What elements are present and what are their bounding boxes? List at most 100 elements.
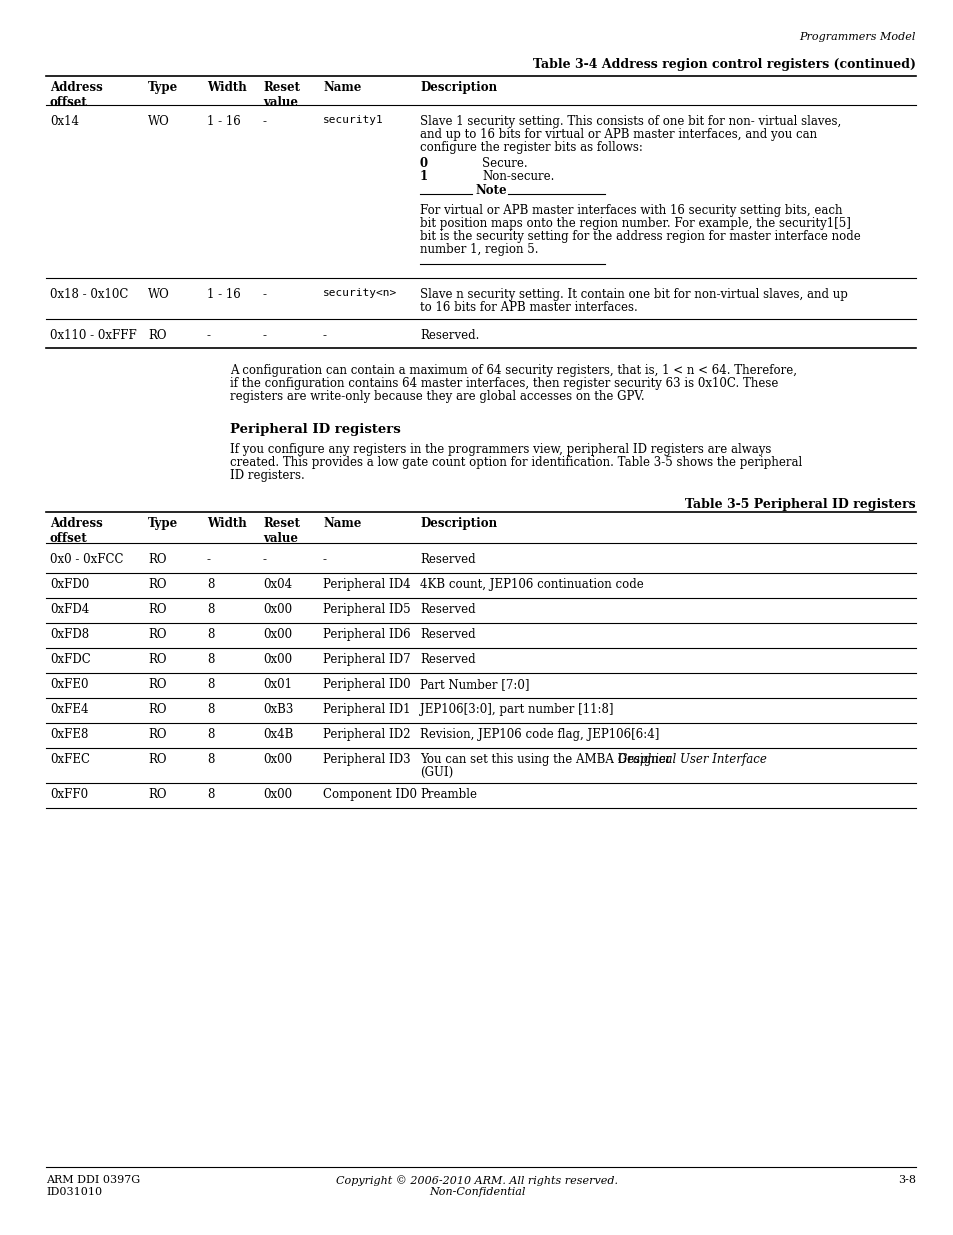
Text: 8: 8 [207, 603, 214, 616]
Text: Revision, JEP106 code flag, JEP106[6:4]: Revision, JEP106 code flag, JEP106[6:4] [419, 727, 659, 741]
Text: 0xFE8: 0xFE8 [50, 727, 89, 741]
Text: 8: 8 [207, 629, 214, 641]
Text: RO: RO [148, 629, 167, 641]
Text: -: - [263, 288, 267, 301]
Text: 8: 8 [207, 678, 214, 692]
Text: RO: RO [148, 603, 167, 616]
Text: Table 3-5 Peripheral ID registers: Table 3-5 Peripheral ID registers [684, 498, 915, 511]
Text: 0x00: 0x00 [263, 603, 292, 616]
Text: security1: security1 [323, 115, 383, 125]
Text: Reserved: Reserved [419, 629, 476, 641]
Text: Peripheral ID2: Peripheral ID2 [323, 727, 410, 741]
Text: 0x00: 0x00 [263, 653, 292, 666]
Text: number 1, region 5.: number 1, region 5. [419, 243, 537, 256]
Text: Reserved: Reserved [419, 653, 476, 666]
Text: RO: RO [148, 329, 167, 342]
Text: Reserved: Reserved [419, 603, 476, 616]
Text: 0xFD0: 0xFD0 [50, 578, 90, 592]
Text: ID registers.: ID registers. [230, 469, 304, 482]
Text: 0x110 - 0xFFF: 0x110 - 0xFFF [50, 329, 136, 342]
Text: 0xFD4: 0xFD4 [50, 603, 90, 616]
Text: Address
offset: Address offset [50, 82, 103, 109]
Text: RO: RO [148, 553, 167, 566]
Text: Table 3-4 Address region control registers (continued): Table 3-4 Address region control registe… [533, 58, 915, 70]
Text: to 16 bits for APB master interfaces.: to 16 bits for APB master interfaces. [419, 301, 638, 314]
Text: Reserved.: Reserved. [419, 329, 478, 342]
Text: 0xB3: 0xB3 [263, 703, 294, 716]
Text: 0x04: 0x04 [263, 578, 292, 592]
Text: -: - [263, 115, 267, 128]
Text: 8: 8 [207, 753, 214, 766]
Text: 3-8: 3-8 [897, 1174, 915, 1186]
Text: 0xFE4: 0xFE4 [50, 703, 89, 716]
Text: (GUI): (GUI) [419, 766, 453, 779]
Text: Address
offset: Address offset [50, 517, 103, 545]
Text: 0xFE0: 0xFE0 [50, 678, 89, 692]
Text: 0x4B: 0x4B [263, 727, 294, 741]
Text: RO: RO [148, 578, 167, 592]
Text: 0xFEC: 0xFEC [50, 753, 90, 766]
Text: RO: RO [148, 678, 167, 692]
Text: Secure.: Secure. [481, 157, 527, 170]
Text: Part Number [7:0]: Part Number [7:0] [419, 678, 529, 692]
Text: Peripheral ID6: Peripheral ID6 [323, 629, 410, 641]
Text: Type: Type [148, 82, 178, 94]
Text: If you configure any registers in the programmers view, peripheral ID registers : If you configure any registers in the pr… [230, 443, 771, 456]
Text: ID031010: ID031010 [46, 1187, 102, 1197]
Text: registers are write-only because they are global accesses on the GPV.: registers are write-only because they ar… [230, 390, 644, 403]
Text: JEP106[3:0], part number [11:8]: JEP106[3:0], part number [11:8] [419, 703, 613, 716]
Text: -: - [263, 329, 267, 342]
Text: -: - [207, 553, 211, 566]
Text: Graphical User Interface: Graphical User Interface [617, 753, 765, 766]
Text: 1 - 16: 1 - 16 [207, 115, 240, 128]
Text: Reset
value: Reset value [263, 82, 299, 109]
Text: Slave n security setting. It contain one bit for non-virtual slaves, and up: Slave n security setting. It contain one… [419, 288, 847, 301]
Text: Non-secure.: Non-secure. [481, 170, 554, 183]
Text: Reset
value: Reset value [263, 517, 299, 545]
Text: Preamble: Preamble [419, 788, 476, 802]
Text: 8: 8 [207, 578, 214, 592]
Text: Copyright © 2006-2010 ARM. All rights reserved.: Copyright © 2006-2010 ARM. All rights re… [335, 1174, 618, 1186]
Text: 0x00: 0x00 [263, 753, 292, 766]
Text: Reserved: Reserved [419, 553, 476, 566]
Text: Peripheral ID1: Peripheral ID1 [323, 703, 410, 716]
Text: RO: RO [148, 753, 167, 766]
Text: Width: Width [207, 82, 247, 94]
Text: For virtual or APB master interfaces with 16 security setting bits, each: For virtual or APB master interfaces wit… [419, 204, 841, 217]
Text: 0x00: 0x00 [263, 629, 292, 641]
Text: 0x18 - 0x10C: 0x18 - 0x10C [50, 288, 129, 301]
Text: 0: 0 [419, 157, 428, 170]
Text: 0xFDC: 0xFDC [50, 653, 91, 666]
Text: ARM DDI 0397G: ARM DDI 0397G [46, 1174, 140, 1186]
Text: created. This provides a low gate count option for identification. Table 3-5 sho: created. This provides a low gate count … [230, 456, 801, 469]
Text: and up to 16 bits for virtual or APB master interfaces, and you can: and up to 16 bits for virtual or APB mas… [419, 128, 817, 141]
Text: 1 - 16: 1 - 16 [207, 288, 240, 301]
Text: Name: Name [323, 82, 361, 94]
Text: -: - [323, 553, 327, 566]
Text: WO: WO [148, 115, 170, 128]
Text: Note: Note [475, 184, 506, 196]
Text: bit position maps onto the region number. For example, the security1[5]: bit position maps onto the region number… [419, 217, 850, 230]
Text: Slave 1 security setting. This consists of one bit for non- virtual slaves,: Slave 1 security setting. This consists … [419, 115, 841, 128]
Text: configure the register bits as follows:: configure the register bits as follows: [419, 141, 642, 154]
Text: You can set this using the AMBA Designer: You can set this using the AMBA Designer [419, 753, 675, 766]
Text: 8: 8 [207, 788, 214, 802]
Text: 0x0 - 0xFCC: 0x0 - 0xFCC [50, 553, 123, 566]
Text: -: - [263, 553, 267, 566]
Text: Programmers Model: Programmers Model [799, 32, 915, 42]
Text: Peripheral ID registers: Peripheral ID registers [230, 424, 400, 436]
Text: Description: Description [419, 517, 497, 530]
Text: 8: 8 [207, 653, 214, 666]
Text: Peripheral ID4: Peripheral ID4 [323, 578, 410, 592]
Text: 8: 8 [207, 727, 214, 741]
Text: RO: RO [148, 703, 167, 716]
Text: 1: 1 [419, 170, 428, 183]
Text: 0xFF0: 0xFF0 [50, 788, 88, 802]
Text: RO: RO [148, 788, 167, 802]
Text: Width: Width [207, 517, 247, 530]
Text: Peripheral ID3: Peripheral ID3 [323, 753, 410, 766]
Text: Description: Description [419, 82, 497, 94]
Text: 8: 8 [207, 703, 214, 716]
Text: if the configuration contains 64 master interfaces, then register security 63 is: if the configuration contains 64 master … [230, 377, 778, 390]
Text: 0x00: 0x00 [263, 788, 292, 802]
